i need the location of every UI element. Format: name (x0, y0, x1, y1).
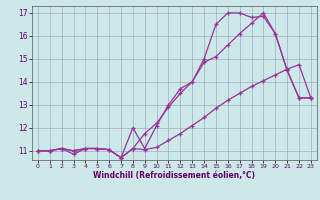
X-axis label: Windchill (Refroidissement éolien,°C): Windchill (Refroidissement éolien,°C) (93, 171, 255, 180)
